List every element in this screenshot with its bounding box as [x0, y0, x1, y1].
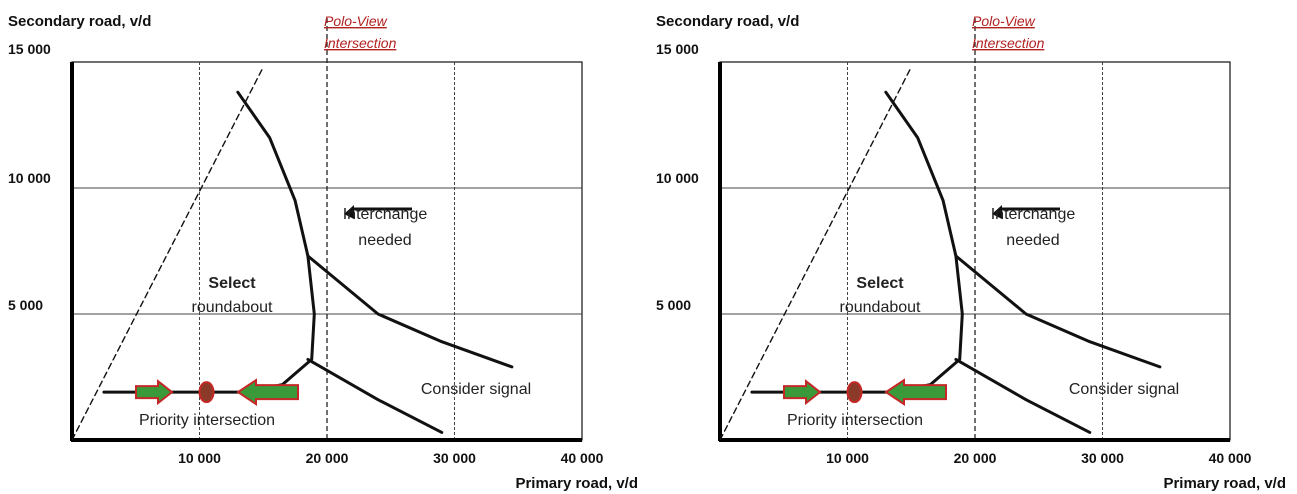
region-label-interchange: needed [358, 232, 411, 249]
polo-view-annotation: Intersection [972, 35, 1045, 51]
region-label-signal: Consider signal [1069, 381, 1179, 398]
y-tick-label: 5 000 [8, 297, 43, 313]
series-line-2 [102, 90, 316, 394]
region-label-interchange: needed [1006, 232, 1059, 249]
region-label-roundabout: Select [208, 275, 256, 292]
x-tick-label: 30 000 [1081, 450, 1124, 466]
series-line-2 [750, 90, 964, 394]
region-label-priority: Priority intersection [787, 412, 923, 429]
y-tick-label: 15 000 [8, 41, 51, 57]
interchange-arrow-head [344, 205, 354, 219]
region-label-signal: Consider signal [421, 381, 531, 398]
polo-view-annotation: Polo-View [972, 13, 1036, 29]
region-label-interchange: Interchange [991, 206, 1076, 223]
series-line-4 [954, 357, 1092, 434]
x-tick-label: 20 000 [954, 450, 997, 466]
y-axis-title: Secondary road, v/d [656, 13, 799, 30]
x-tick-label: 40 000 [561, 450, 604, 466]
series-line-4 [306, 357, 444, 434]
y-tick-label: 10 000 [8, 170, 51, 186]
x-tick-label: 10 000 [178, 450, 221, 466]
x-tick-label: 30 000 [433, 450, 476, 466]
x-tick-label: 20 000 [306, 450, 349, 466]
chart-panel-left: Secondary road, v/d Primary road, v/d 5 00… [0, 0, 648, 494]
series-line-1 [71, 66, 264, 441]
left-arrow-icon [236, 378, 299, 406]
x-axis-title: Primary road, v/d [1163, 475, 1286, 492]
x-axis-title: Primary road, v/d [515, 475, 638, 492]
region-label-priority: Priority intersection [139, 412, 275, 429]
x-tick-label: 10 000 [826, 450, 869, 466]
y-tick-label: 5 000 [656, 297, 691, 313]
polo-view-annotation: Intersection [324, 35, 397, 51]
interchange-arrow-head [992, 205, 1002, 219]
region-label-interchange: Interchange [343, 206, 428, 223]
series-line-1 [719, 66, 912, 441]
chart-svg-right: Secondary road, v/d Primary road, v/d 5 00… [656, 13, 1286, 492]
priority-marker [846, 381, 863, 404]
y-tick-label: 15 000 [656, 41, 699, 57]
chart-panel-right: Secondary road, v/d Primary road, v/d 5 00… [648, 0, 1296, 494]
left-arrow-icon [884, 378, 947, 406]
y-tick-label: 10 000 [656, 170, 699, 186]
polo-view-annotation: Polo-View [324, 13, 388, 29]
priority-marker [198, 381, 215, 404]
series-line-3 [306, 254, 514, 369]
region-label-roundabout: roundabout [192, 299, 274, 316]
right-arrow-icon [783, 379, 822, 406]
right-arrow-icon [135, 379, 174, 406]
series-line-3 [954, 254, 1162, 369]
y-axis-title: Secondary road, v/d [8, 13, 151, 30]
x-tick-label: 40 000 [1209, 450, 1252, 466]
region-label-roundabout: roundabout [840, 299, 922, 316]
region-label-roundabout: Select [856, 275, 904, 292]
chart-svg-left: Secondary road, v/d Primary road, v/d 5 00… [8, 13, 638, 492]
